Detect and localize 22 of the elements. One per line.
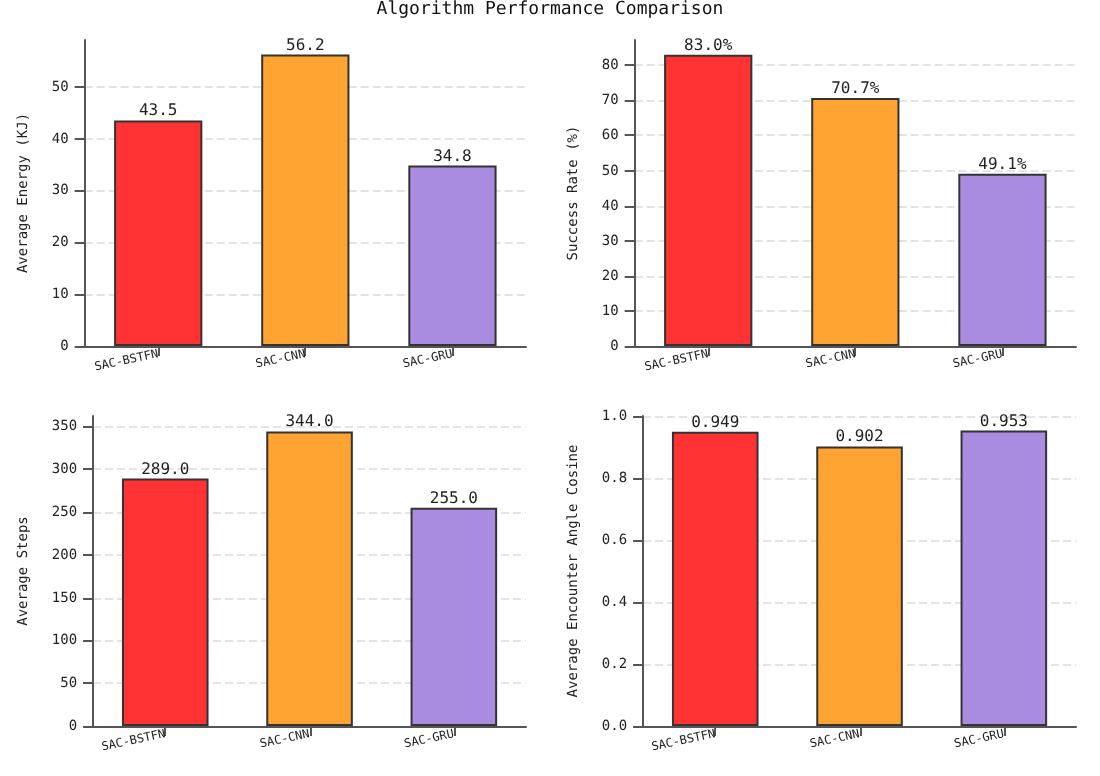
- bar: [958, 173, 1047, 346]
- data-label: 0.953: [979, 411, 1029, 430]
- bar: [408, 165, 497, 346]
- data-label: 49.1%: [978, 154, 1027, 173]
- data-label: 0.949: [691, 412, 740, 431]
- data-label: 344.0: [285, 412, 334, 431]
- data-label: 255.0: [429, 488, 479, 507]
- data-label: 289.0: [141, 459, 190, 478]
- data-label: 43.5: [138, 101, 178, 120]
- data-label: 70.7%: [831, 78, 880, 97]
- bar: [266, 431, 353, 726]
- data-label: 56.2: [286, 35, 325, 54]
- bar: [410, 507, 498, 726]
- bar: [261, 54, 350, 346]
- bar: [811, 97, 900, 346]
- bar: [114, 120, 203, 346]
- data-label: 34.8: [433, 146, 473, 165]
- chart-title: Algorithm Performance Comparison: [374, 0, 726, 20]
- data-label: 83.0%: [684, 35, 733, 54]
- data-label: 0.902: [835, 427, 884, 446]
- bar: [664, 54, 753, 346]
- bar: [121, 478, 209, 726]
